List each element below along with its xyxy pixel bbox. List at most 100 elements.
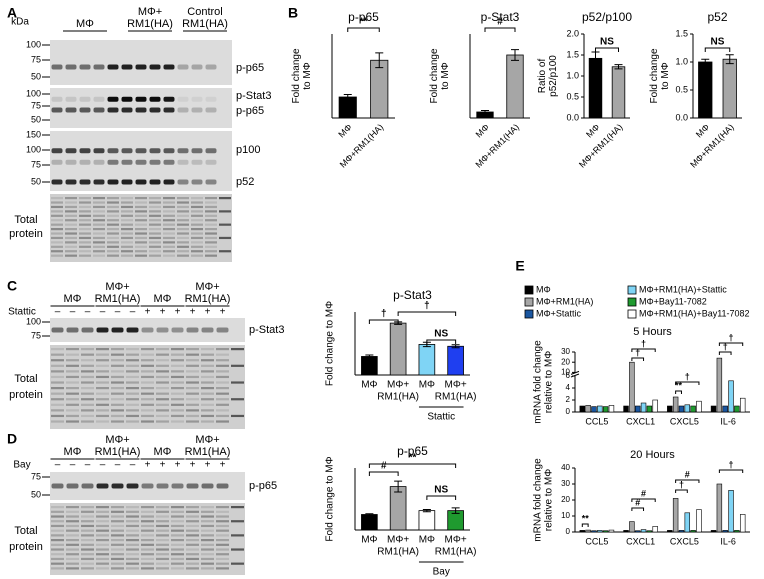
protein-band bbox=[205, 245, 217, 248]
blot-band bbox=[121, 179, 133, 185]
protein-band bbox=[107, 241, 119, 244]
protein-band bbox=[79, 254, 91, 257]
protein-band bbox=[219, 223, 231, 226]
bar bbox=[370, 59, 389, 119]
blot-band bbox=[177, 64, 189, 70]
chart-title: p-p65 bbox=[348, 10, 379, 24]
sign-label: + bbox=[190, 460, 196, 471]
blot-band bbox=[107, 107, 119, 113]
significance-label: † bbox=[685, 371, 690, 381]
protein-band bbox=[201, 515, 214, 518]
significance-bracket bbox=[718, 351, 732, 355]
protein-band bbox=[81, 409, 94, 412]
y-tick-label: 40 bbox=[561, 463, 570, 472]
protein-band bbox=[126, 370, 139, 373]
protein-band bbox=[126, 557, 139, 561]
significance-bracket bbox=[675, 479, 700, 483]
band-label: p-p65 bbox=[249, 480, 277, 492]
bar bbox=[716, 357, 723, 413]
group-label: MΦ bbox=[76, 18, 94, 30]
protein-band bbox=[186, 557, 199, 561]
protein-band bbox=[66, 534, 79, 537]
protein-band bbox=[186, 353, 199, 356]
sign-label: – bbox=[85, 307, 91, 318]
protein-band bbox=[81, 524, 94, 528]
protein-band bbox=[66, 348, 79, 351]
protein-band bbox=[65, 236, 77, 240]
total-protein-label: protein bbox=[9, 389, 43, 401]
protein-band bbox=[201, 539, 214, 542]
sign-label: – bbox=[85, 460, 91, 471]
protein-band bbox=[111, 387, 124, 390]
bar bbox=[728, 490, 734, 533]
protein-band bbox=[201, 534, 214, 537]
x-tick-label: MΦ+ bbox=[387, 380, 409, 391]
protein-band bbox=[51, 228, 63, 231]
protein-band bbox=[163, 245, 175, 248]
protein-band bbox=[66, 562, 79, 565]
blot-band bbox=[107, 148, 119, 154]
protein-band bbox=[141, 553, 154, 556]
protein-band bbox=[121, 210, 133, 213]
blot-band bbox=[216, 483, 229, 489]
protein-band bbox=[126, 524, 139, 528]
blot-band bbox=[135, 148, 147, 154]
protein-band bbox=[65, 228, 77, 231]
y-tick-label: 0 bbox=[566, 527, 571, 536]
x-tick-label: MΦ bbox=[361, 535, 377, 546]
protein-band bbox=[111, 420, 124, 423]
blot-band bbox=[191, 96, 203, 102]
protein-band bbox=[216, 524, 229, 528]
error-bar bbox=[591, 51, 600, 66]
protein-band bbox=[51, 557, 64, 561]
blot-band bbox=[121, 159, 133, 165]
y-axis-label: to MΦ bbox=[440, 62, 451, 89]
protein-band bbox=[141, 392, 154, 395]
protein-band bbox=[171, 409, 184, 412]
protein-band bbox=[201, 359, 214, 362]
protein-band bbox=[121, 219, 133, 222]
protein-band bbox=[186, 515, 199, 518]
legend-label: MΦ+RM1(HA)+Bay11-7082 bbox=[639, 308, 750, 318]
protein-band bbox=[135, 236, 147, 240]
protein-band bbox=[156, 553, 169, 556]
blot-band bbox=[191, 64, 203, 70]
sign-label: – bbox=[115, 307, 121, 318]
blot-band bbox=[149, 148, 161, 154]
x-tick-label: MΦ+ bbox=[387, 535, 409, 546]
protein-band bbox=[81, 529, 94, 532]
protein-band bbox=[135, 228, 147, 231]
protein-band bbox=[107, 210, 119, 213]
protein-band bbox=[79, 214, 91, 217]
protein-band bbox=[216, 529, 229, 532]
protein-band bbox=[191, 219, 203, 222]
x-tick-label: IL-6 bbox=[720, 416, 736, 426]
protein-band bbox=[93, 201, 105, 204]
bar bbox=[588, 57, 603, 119]
protein-band bbox=[186, 387, 199, 390]
blot-band bbox=[121, 96, 133, 102]
protein-band bbox=[96, 359, 109, 362]
protein-band bbox=[156, 387, 169, 390]
protein-band bbox=[163, 223, 175, 226]
protein-band bbox=[96, 520, 109, 523]
blot-band bbox=[79, 148, 91, 154]
bar bbox=[716, 483, 723, 533]
bar bbox=[447, 345, 464, 376]
protein-band bbox=[216, 539, 229, 542]
protein-band bbox=[79, 236, 91, 240]
bar bbox=[361, 356, 378, 376]
protein-band bbox=[66, 403, 79, 406]
y-axis-label: Fold change to MΦ bbox=[325, 456, 336, 541]
protein-band bbox=[51, 353, 64, 356]
marker-label: 75 bbox=[31, 471, 41, 481]
total-protein-blot bbox=[50, 503, 245, 575]
protein-band bbox=[79, 197, 91, 200]
protein-band bbox=[51, 548, 64, 551]
sign-label: – bbox=[100, 307, 106, 318]
protein-band bbox=[141, 548, 154, 551]
group-label: RM1(HA) bbox=[95, 293, 141, 305]
protein-band bbox=[111, 529, 124, 532]
x-tick-label: CXCL5 bbox=[670, 416, 699, 426]
protein-band bbox=[219, 250, 231, 253]
